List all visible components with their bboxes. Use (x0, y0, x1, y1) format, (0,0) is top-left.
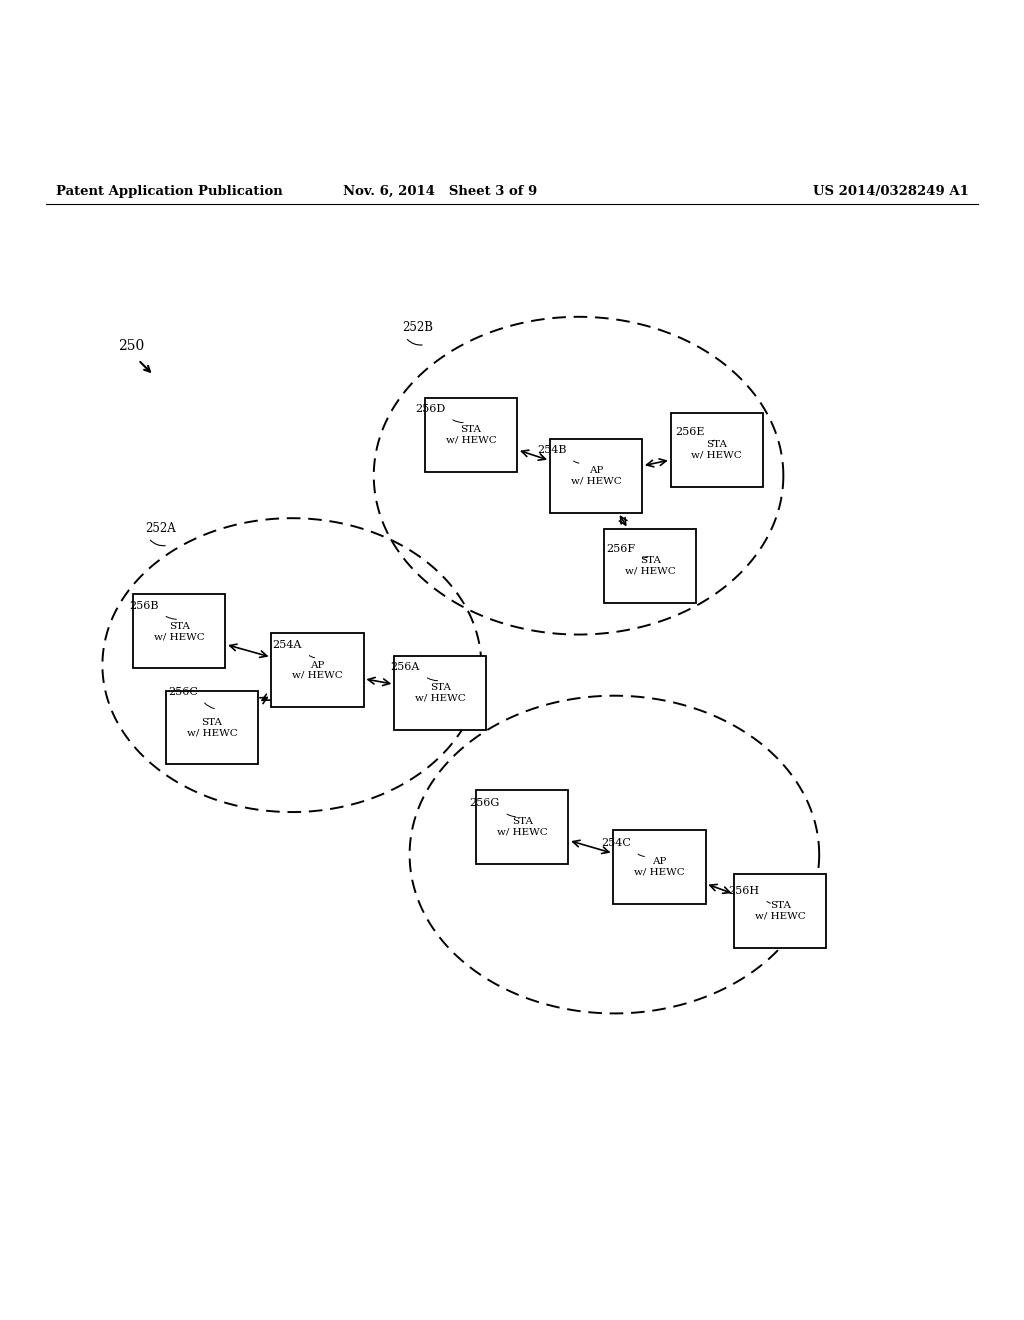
Text: 254B: 254B (537, 445, 566, 455)
Text: STA
w/ HEWC: STA w/ HEWC (625, 556, 676, 576)
Text: AP
w/ HEWC: AP w/ HEWC (634, 857, 685, 876)
Bar (394, 656, 486, 730)
Text: 252A: 252A (145, 523, 176, 535)
Text: 254C: 254C (601, 838, 631, 849)
Text: 256H: 256H (729, 886, 760, 895)
Bar (604, 529, 696, 603)
Text: STA
w/ HEWC: STA w/ HEWC (186, 718, 238, 738)
Text: 256E: 256E (675, 426, 705, 437)
Text: FIG. 2B: FIG. 2B (737, 923, 814, 940)
Bar (425, 397, 517, 471)
Bar (271, 634, 364, 708)
Text: 252C: 252C (440, 700, 472, 713)
Text: STA
w/ HEWC: STA w/ HEWC (445, 425, 497, 445)
Text: 252B: 252B (402, 321, 433, 334)
Bar (671, 413, 763, 487)
Text: STA
w/ HEWC: STA w/ HEWC (415, 682, 466, 702)
Bar (133, 594, 225, 668)
Text: 254A: 254A (272, 640, 302, 649)
Text: AP
w/ HEWC: AP w/ HEWC (570, 466, 622, 486)
Text: 256F: 256F (606, 544, 635, 553)
Text: STA
w/ HEWC: STA w/ HEWC (755, 902, 806, 920)
Text: AP
w/ HEWC: AP w/ HEWC (292, 660, 343, 680)
Bar (476, 791, 568, 863)
Text: 256A: 256A (390, 663, 420, 672)
Text: Patent Application Publication: Patent Application Publication (56, 185, 283, 198)
Text: 250: 250 (118, 339, 144, 352)
Text: STA
w/ HEWC: STA w/ HEWC (154, 622, 205, 642)
Text: 256C: 256C (168, 686, 198, 697)
Bar (734, 874, 826, 948)
Text: STA
w/ HEWC: STA w/ HEWC (497, 817, 548, 837)
Bar (550, 438, 642, 512)
Text: Nov. 6, 2014   Sheet 3 of 9: Nov. 6, 2014 Sheet 3 of 9 (343, 185, 538, 198)
Text: 256G: 256G (469, 799, 500, 808)
Bar (166, 690, 258, 764)
Text: US 2014/0328249 A1: US 2014/0328249 A1 (813, 185, 969, 198)
Text: STA
w/ HEWC: STA w/ HEWC (691, 441, 742, 459)
Text: 256B: 256B (129, 601, 159, 611)
Text: 256D: 256D (415, 404, 445, 414)
Bar (613, 830, 706, 904)
